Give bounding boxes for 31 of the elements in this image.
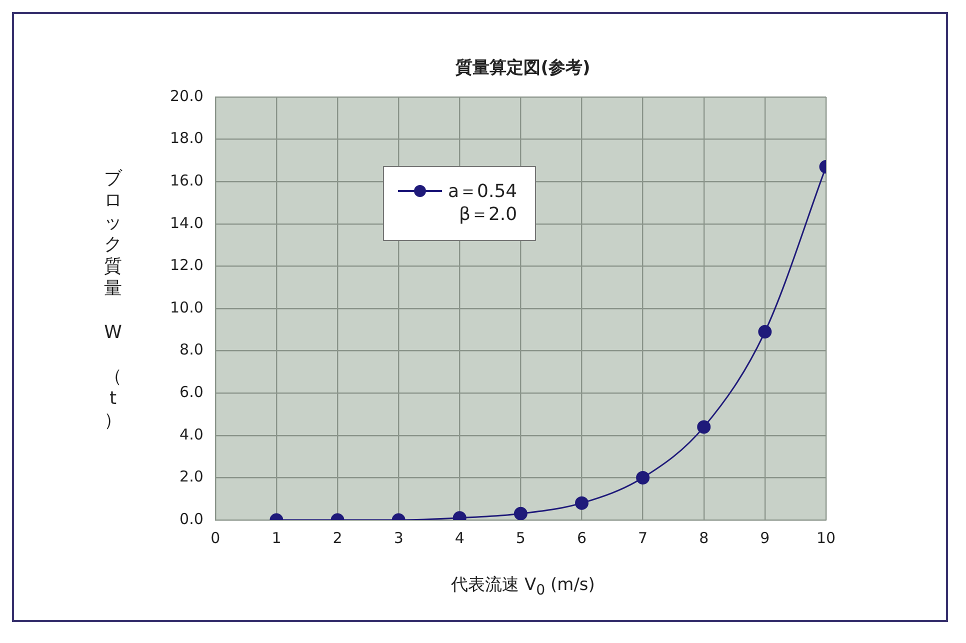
y-tick-label: 14.0 xyxy=(170,214,204,232)
y-tick-label: 12.0 xyxy=(170,256,204,274)
y-tick-label: 20.0 xyxy=(170,86,204,105)
y-tick-label: 4.0 xyxy=(180,425,204,444)
x-tick-label: 2 xyxy=(332,528,342,547)
x-tick-label: 9 xyxy=(760,528,770,547)
point xyxy=(697,420,711,434)
text: ブロック質量 W （t） xyxy=(104,168,122,431)
x-tick-label: 8 xyxy=(699,528,709,547)
y-tick-label: 10.0 xyxy=(170,298,204,316)
x-tick-label: 7 xyxy=(638,528,648,547)
y-tick-label: 6.0 xyxy=(180,382,204,401)
x-tick-label: 5 xyxy=(516,528,526,547)
y-tick-label: 2.0 xyxy=(180,468,204,486)
x-tick-label: 4 xyxy=(454,528,464,547)
y-tick-label: 16.0 xyxy=(170,171,204,190)
y-tick-label: 18.0 xyxy=(170,129,204,148)
chart-title: 質量算定図(参考) xyxy=(454,57,592,79)
x-tick-label: 3 xyxy=(394,528,404,547)
point xyxy=(636,470,650,484)
point xyxy=(758,325,772,339)
y-tick-label: 0.0 xyxy=(180,510,204,528)
x-tick-label: 10 xyxy=(816,528,836,547)
point xyxy=(575,496,589,510)
legend-label: a＝0.54 β＝2.0 xyxy=(448,181,518,226)
x-tick-label: 1 xyxy=(272,528,282,547)
point xyxy=(514,506,528,520)
x-tick-label: 6 xyxy=(576,528,587,547)
x-axis-title: 代表流速 V$_{0}$ (m/s) xyxy=(450,574,596,598)
y-tick-label: 8.0 xyxy=(180,340,204,359)
x-tick-label: 0 xyxy=(210,528,220,547)
